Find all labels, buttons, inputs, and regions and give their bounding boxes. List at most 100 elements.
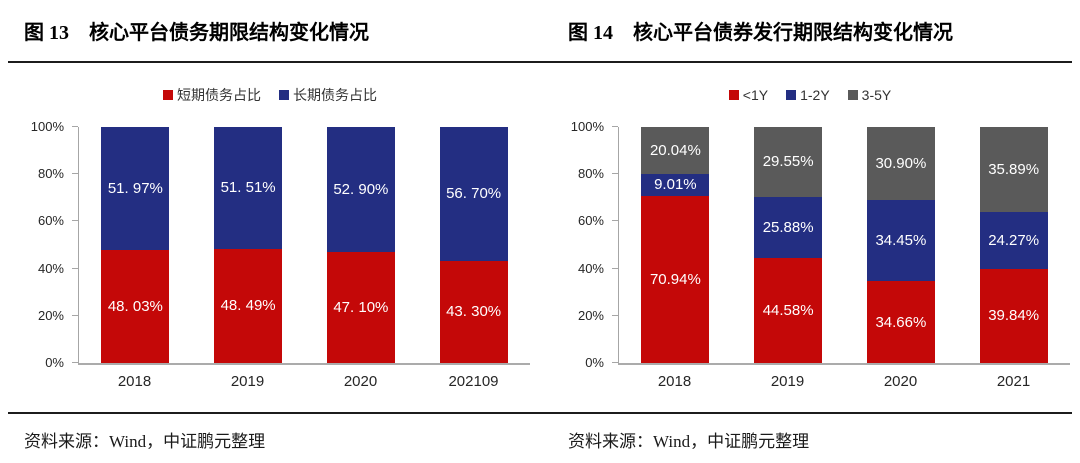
x-label: 2020 <box>883 373 918 390</box>
bar-segment: 43. 30% <box>439 260 508 363</box>
bar-segment: 20.04% <box>641 127 710 175</box>
bar-slot: 47. 10% 52. 90% <box>305 127 418 363</box>
y-tick-mark <box>72 362 78 363</box>
bar-segment: 48. 03% <box>101 249 170 363</box>
legend-label: 3-5Y <box>861 87 892 103</box>
legend-swatch-icon <box>847 90 858 100</box>
x-label: 2018 <box>657 373 692 390</box>
legend: 短期债务占比 长期债务占比 <box>0 87 540 103</box>
bar-slot: 43. 30% 56. 70% <box>417 127 530 363</box>
plot: 48. 03% 51. 97% 48. 49% 51. 51% 47. 10% 52. 9… <box>78 127 530 365</box>
bar-slot: 70.94% 9.01% 20.04% <box>619 127 732 363</box>
bar-segment-label: 51. 51% <box>220 179 276 197</box>
bar-segment: 34.66% <box>866 281 935 363</box>
bar-slot: 44.58% 25.88% 29.55% <box>732 127 845 363</box>
legend-swatch-icon <box>279 90 289 100</box>
y-tick-mark <box>72 267 78 269</box>
y-tick-mark <box>72 173 78 175</box>
x-labels: 2018 2019 2020 202109 <box>78 373 530 390</box>
bar-segment: 51. 97% <box>101 127 170 250</box>
bar-segment: 47. 10% <box>326 251 395 363</box>
figure-14-title-text: 核心平台债券发行期限结构变化情况 <box>633 22 953 44</box>
bar-2020: 34.66% 34.45% 30.90% <box>866 127 935 363</box>
y-tick-label: 0% <box>585 355 604 370</box>
x-label: 2018 <box>117 373 152 390</box>
legend-swatch-icon <box>786 90 797 100</box>
bar-2018: 48. 03% 51. 97% <box>101 127 170 363</box>
bar-2020: 47. 10% 52. 90% <box>326 127 395 363</box>
bar-segment-label: 52. 90% <box>333 180 389 198</box>
y-tick-mark <box>72 220 78 222</box>
bar-segment-label: 24.27% <box>988 231 1040 249</box>
bar-2018: 70.94% 9.01% 20.04% <box>641 127 710 363</box>
bar-segment-label: 51. 97% <box>107 179 163 197</box>
y-axis: 0% 20% 40% 60% 80% 100% <box>540 119 618 370</box>
bar-segment: 30.90% <box>866 127 935 200</box>
bar-segment: 52. 90% <box>326 127 395 252</box>
bar-segment-label: 30.90% <box>875 154 927 172</box>
y-axis: 0% 20% 40% 60% 80% 100% <box>0 119 78 370</box>
x-label: 2019 <box>770 373 805 390</box>
y-tick-mark <box>612 220 618 222</box>
bar-segment: 29.55% <box>754 127 823 197</box>
x-label: 2019 <box>230 373 265 390</box>
x-label: 202109 <box>448 373 499 390</box>
bar-segment: 56. 70% <box>439 127 508 261</box>
top-rule <box>8 61 1072 63</box>
y-tick-label: 0% <box>45 355 64 370</box>
charts-row: 短期债务占比 长期债务占比 0% 20% 40% 60% 80% 100% 48. 03% 5… <box>0 63 1080 412</box>
legend-swatch-icon <box>728 90 739 100</box>
bar-segment: 39.84% <box>979 268 1048 363</box>
bar-segment-label: 70.94% <box>649 270 701 288</box>
y-tick-label: 100% <box>570 119 604 134</box>
figure-14-caption: 图 14 核心平台债券发行期限结构变化情况 <box>540 16 1080 61</box>
bar-segment-label: 56. 70% <box>446 185 502 203</box>
bar-segment-label: 39.84% <box>988 307 1040 325</box>
y-tick-label: 60% <box>37 213 64 229</box>
y-tick-label: 80% <box>577 166 604 182</box>
legend-item: <1Y <box>728 87 769 103</box>
legend-item: 短期债务占比 <box>163 85 261 105</box>
chart-body: 0% 20% 40% 60% 80% 100% 70.94% 9.01% 20.04% 44.5… <box>540 119 1080 390</box>
bar-2019: 48. 49% 51. 51% <box>214 127 283 363</box>
bar-segment: 70.94% <box>641 195 710 363</box>
y-tick-mark <box>612 267 618 269</box>
source-note-right: 资料来源：Wind，中证鹏元整理 <box>568 432 810 451</box>
bar-segment-label: 25.88% <box>762 218 814 236</box>
bar-segment: 9.01% <box>641 174 710 196</box>
bar-202109: 43. 30% 56. 70% <box>439 127 508 363</box>
figure-13-label: 图 13 <box>24 22 69 44</box>
y-tick-label: 60% <box>577 213 604 229</box>
bar-segment: 34.45% <box>866 199 935 282</box>
plot-column: 48. 03% 51. 97% 48. 49% 51. 51% 47. 10% 52. 9… <box>78 127 530 390</box>
y-tick-mark <box>612 126 618 127</box>
y-tick-label: 100% <box>30 119 64 134</box>
bar-segment-label: 29.55% <box>762 153 814 171</box>
y-tick-mark <box>612 314 618 316</box>
bar-segment-label: 9.01% <box>654 176 697 194</box>
x-label: 2021 <box>996 373 1031 390</box>
bar-segment-label: 34.66% <box>875 313 927 331</box>
bar-slot: 39.84% 24.27% 35.89% <box>957 127 1070 363</box>
figure-13-caption: 图 13 核心平台债务期限结构变化情况 <box>0 16 540 61</box>
legend-label: 短期债务占比 <box>177 87 261 103</box>
bar-segment-label: 44.58% <box>762 301 814 319</box>
bar-2021: 39.84% 24.27% 35.89% <box>979 127 1048 363</box>
y-tick-mark <box>612 173 618 175</box>
bar-segment: 35.89% <box>979 127 1048 212</box>
bar-segment: 25.88% <box>754 196 823 258</box>
legend-label: <1Y <box>742 87 769 103</box>
chart-14-panel: <1Y 1-2Y 3-5Y 0% 20% 40% 60% 80% 100% 70.94% 9.0… <box>540 63 1080 412</box>
bar-segment: 51. 51% <box>214 127 283 249</box>
source-note-left: 资料来源：Wind，中证鹏元整理 <box>24 432 266 451</box>
y-tick-label: 20% <box>37 307 64 323</box>
legend-label: 长期债务占比 <box>293 87 377 103</box>
bar-segment-label: 20.04% <box>649 142 701 160</box>
chart-body: 0% 20% 40% 60% 80% 100% 48. 03% 51. 97% 48. 49%… <box>0 119 540 390</box>
x-label: 2020 <box>343 373 378 390</box>
bar-2019: 44.58% 25.88% 29.55% <box>754 127 823 363</box>
chart-13-panel: 短期债务占比 长期债务占比 0% 20% 40% 60% 80% 100% 48. 03% 5… <box>0 63 540 412</box>
figure-captions-row: 图 13 核心平台债务期限结构变化情况 图 14 核心平台债券发行期限结构变化情况 <box>0 0 1080 61</box>
y-tick-mark <box>612 362 618 363</box>
